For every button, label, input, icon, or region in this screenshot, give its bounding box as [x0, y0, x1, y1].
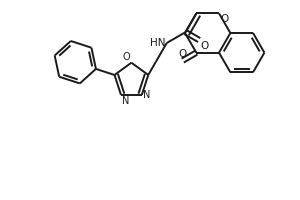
Text: N: N — [143, 90, 151, 100]
Text: N: N — [122, 96, 129, 106]
Text: O: O — [200, 41, 208, 51]
Text: O: O — [220, 14, 228, 24]
Text: O: O — [178, 49, 187, 59]
Text: HN: HN — [150, 38, 166, 48]
Text: O: O — [123, 52, 130, 62]
